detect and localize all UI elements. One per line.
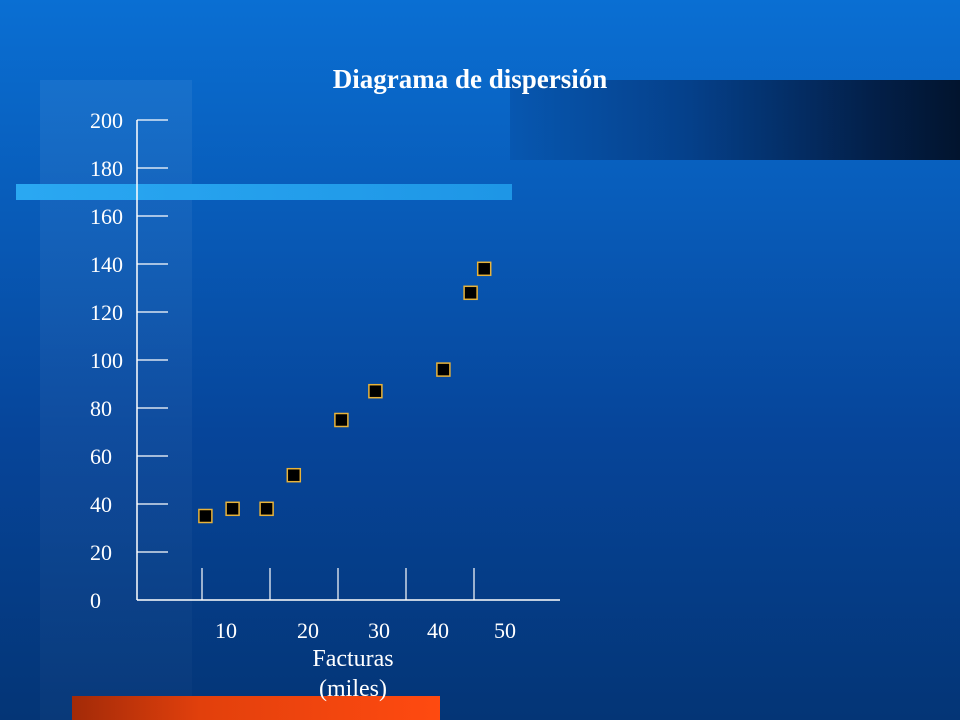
decorative-dark-band	[510, 80, 960, 160]
y-tick-label: 160	[90, 204, 123, 229]
scatter-point	[286, 467, 302, 483]
scatter-point	[259, 501, 274, 517]
y-tick-label: 60	[90, 444, 112, 469]
data-points	[198, 261, 492, 524]
y-tick-label: 20	[90, 540, 112, 565]
x-tick-label: 20	[297, 618, 319, 643]
scatter-point	[198, 508, 213, 524]
y-tick-label: 40	[90, 492, 112, 517]
y-axis-ticks: 0 20 40 60 80 100 120 140 160 180 200	[90, 108, 168, 613]
chart-title: Diagrama de dispersión	[332, 64, 608, 94]
x-axis-label-line2: (miles)	[319, 676, 387, 702]
y-tick-label: 180	[90, 156, 123, 181]
x-tick-label: 40	[427, 618, 449, 643]
x-axis-ticks: 10 20 30 40 50	[201, 568, 516, 643]
y-tick-label: 120	[90, 300, 123, 325]
x-tick-label: 30	[368, 618, 390, 643]
y-tick-label: 0	[90, 588, 101, 613]
y-tick-label: 140	[90, 252, 123, 277]
y-tick-label: 100	[90, 348, 123, 373]
scatter-point	[476, 261, 492, 277]
decorative-cyan-bar	[16, 184, 512, 200]
scatter-point	[463, 285, 478, 301]
x-tick-label: 10	[215, 618, 237, 643]
decorative-orange-bar	[72, 696, 440, 720]
x-tick-label: 50	[494, 618, 516, 643]
y-tick-label: 200	[90, 108, 123, 133]
chart-axes	[136, 120, 560, 601]
scatter-point	[436, 362, 451, 377]
x-axis-label: Facturas (miles)	[285, 644, 421, 704]
scatter-point	[225, 501, 240, 517]
scatter-point	[334, 412, 349, 428]
x-axis-label-line1: Facturas	[312, 646, 394, 672]
scatter-point	[368, 383, 383, 399]
y-tick-label: 80	[90, 396, 112, 421]
